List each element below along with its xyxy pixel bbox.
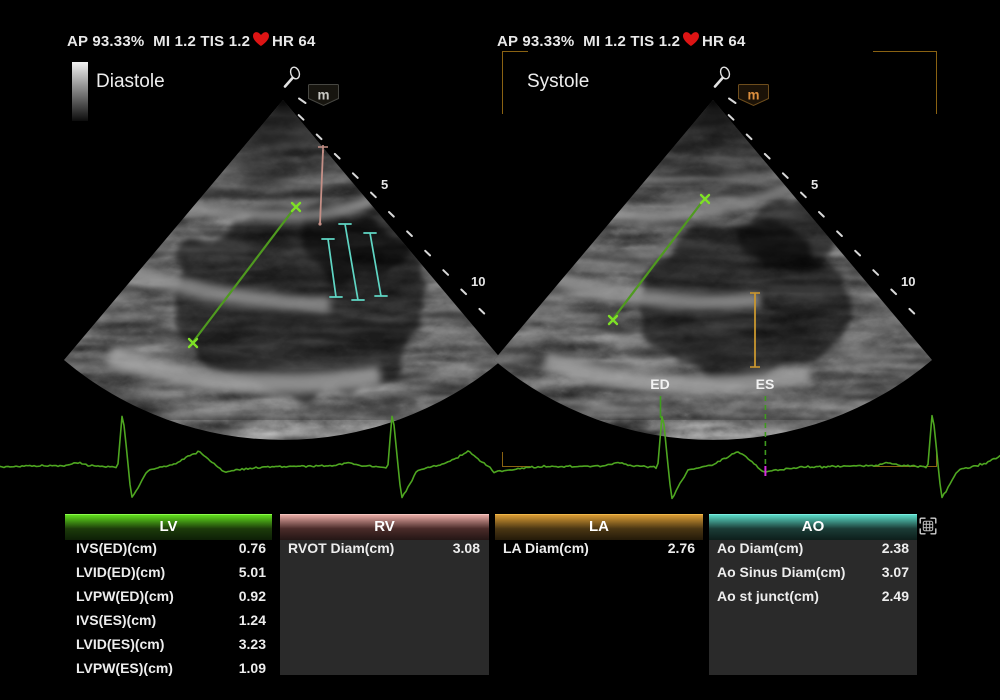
svg-text:10: 10 [471, 274, 485, 289]
svg-text:ED: ED [650, 376, 669, 392]
svg-text:5: 5 [811, 177, 818, 192]
svg-text:ES: ES [756, 376, 775, 392]
svg-text:10: 10 [901, 274, 915, 289]
svg-text:5: 5 [381, 177, 388, 192]
